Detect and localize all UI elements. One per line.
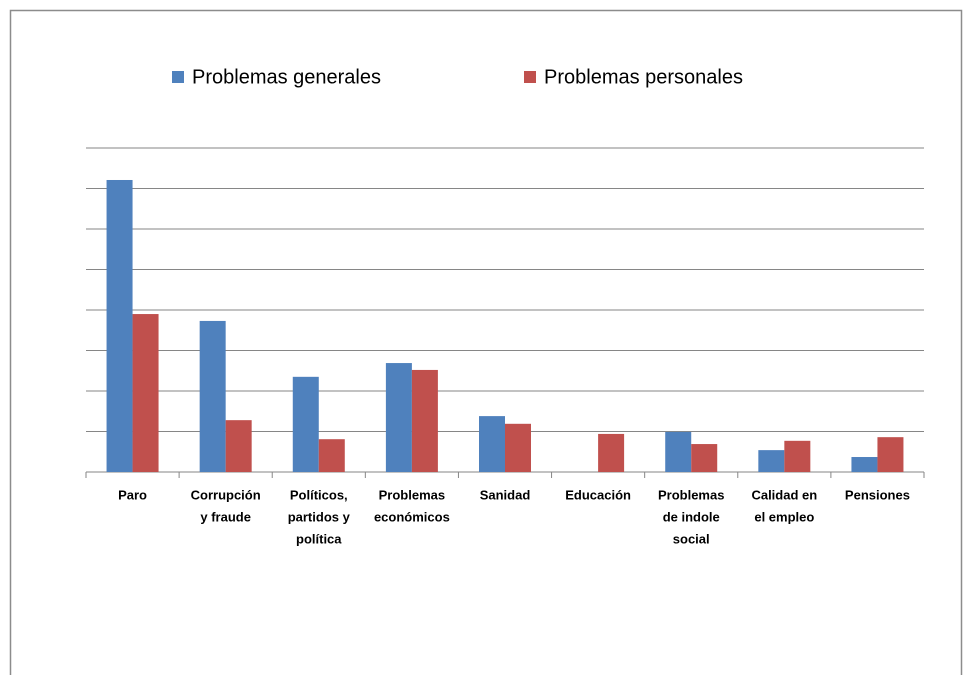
x-tick-label: Sanidad bbox=[480, 487, 531, 502]
x-tick-label: y fraude bbox=[200, 509, 251, 524]
bar bbox=[505, 423, 531, 472]
x-tick-label: Problemas bbox=[658, 487, 724, 502]
x-tick-label: el empleo bbox=[754, 509, 814, 524]
chart-frame bbox=[9, 9, 963, 675]
x-tick-label: partidos y bbox=[288, 509, 351, 524]
bar bbox=[106, 179, 133, 472]
bar bbox=[665, 431, 692, 472]
x-tick-label: económicos bbox=[374, 509, 450, 524]
x-tick-label: Calidad en bbox=[751, 487, 817, 502]
x-tick-label: Paro bbox=[118, 487, 147, 502]
bar bbox=[691, 444, 718, 472]
bar bbox=[851, 457, 878, 472]
bar bbox=[292, 376, 319, 472]
bar bbox=[199, 320, 226, 472]
bar bbox=[225, 420, 252, 472]
bar bbox=[411, 369, 438, 472]
bar bbox=[479, 416, 505, 472]
bar bbox=[877, 437, 904, 472]
x-tick-label: Pensiones bbox=[845, 487, 910, 502]
legend-swatch bbox=[524, 71, 536, 83]
x-tick-label: Políticos, bbox=[290, 487, 348, 502]
legend-label: Problemas generales bbox=[192, 66, 381, 88]
x-tick-label: Problemas bbox=[379, 487, 445, 502]
x-tick-label: social bbox=[673, 531, 710, 546]
x-tick-label: Corrupción bbox=[191, 487, 261, 502]
bar bbox=[758, 450, 785, 472]
legend-label: Problemas personales bbox=[544, 66, 743, 88]
x-tick-label: política bbox=[296, 531, 342, 546]
legend-swatch bbox=[172, 71, 184, 83]
bar bbox=[132, 314, 159, 472]
x-tick-label: Educación bbox=[565, 487, 631, 502]
bar bbox=[598, 433, 625, 472]
bar bbox=[385, 363, 412, 472]
bar bbox=[784, 440, 811, 472]
bar bbox=[318, 439, 345, 472]
x-tick-label: de indole bbox=[663, 509, 720, 524]
